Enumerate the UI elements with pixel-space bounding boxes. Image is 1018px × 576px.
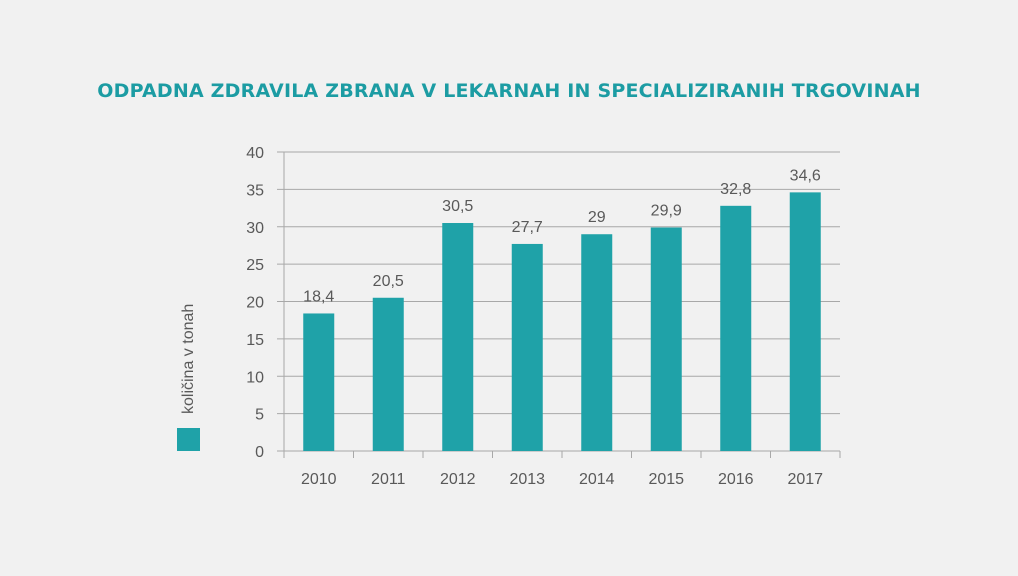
y-tick-label: 40 xyxy=(246,145,264,162)
legend-swatch xyxy=(177,428,200,451)
data-labels: 18,4 20,5 30,5 27,7 29 29,9 32,8 34,6 xyxy=(303,167,821,305)
chart-title: ODPADNA ZDRAVILA ZBRANA V LEKARNAH IN SP… xyxy=(97,80,921,102)
bar xyxy=(511,243,543,451)
data-label: 20,5 xyxy=(373,273,404,290)
y-tick-label: 35 xyxy=(246,182,264,199)
x-tick-label: 2015 xyxy=(648,471,684,488)
data-label: 34,6 xyxy=(790,167,821,184)
bar xyxy=(372,297,404,451)
y-tick-label: 30 xyxy=(246,220,264,237)
legend-label: količina v tonah xyxy=(180,304,197,414)
y-axis: 0 5 10 15 20 25 30 35 40 xyxy=(246,145,285,461)
y-tick-label: 20 xyxy=(246,295,264,312)
x-tick-label: 2011 xyxy=(371,471,406,488)
data-label: 30,5 xyxy=(442,198,473,215)
x-tick-label: 2013 xyxy=(509,471,545,488)
x-tick-label: 2014 xyxy=(579,471,615,488)
x-axis: 2010 2011 2012 2013 2014 2015 2016 2017 xyxy=(283,450,841,488)
bar xyxy=(442,223,474,451)
y-tick-label: 10 xyxy=(246,369,264,386)
data-label: 27,7 xyxy=(512,219,543,236)
x-tick-label: 2016 xyxy=(718,471,754,488)
legend: količina v tonah xyxy=(177,304,200,451)
x-tick-label: 2017 xyxy=(787,471,823,488)
bar xyxy=(303,313,335,451)
y-tick-label: 0 xyxy=(255,444,264,461)
data-label: 29 xyxy=(588,209,606,226)
data-label: 18,4 xyxy=(303,288,334,305)
bar xyxy=(650,227,682,451)
y-tick-label: 15 xyxy=(246,332,264,349)
y-tick-label: 5 xyxy=(255,407,264,424)
data-label: 32,8 xyxy=(720,181,751,198)
data-label: 29,9 xyxy=(651,202,682,219)
x-tick-label: 2012 xyxy=(440,471,476,488)
bar xyxy=(720,205,752,451)
bar xyxy=(789,192,821,452)
bars xyxy=(303,192,821,452)
y-tick-label: 25 xyxy=(246,257,264,274)
x-tick-label: 2010 xyxy=(301,471,337,488)
bar xyxy=(581,234,613,451)
gridlines xyxy=(284,151,840,415)
